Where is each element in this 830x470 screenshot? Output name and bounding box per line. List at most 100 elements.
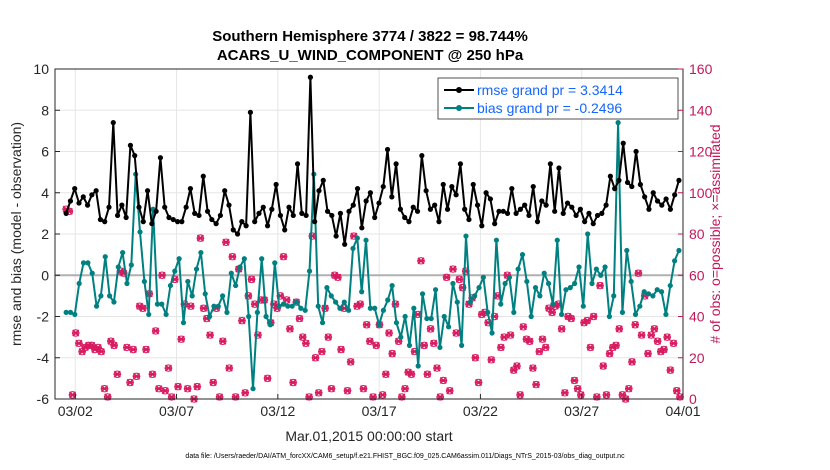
- obs-assimilated-point: [586, 343, 595, 352]
- rmse-point: [449, 183, 455, 190]
- obs-assimilated-point: [337, 345, 345, 354]
- obs-assimilated-point: [471, 354, 480, 362]
- legend-bias-label: bias grand pr = -0.2496: [477, 100, 622, 116]
- obs-assimilated-point: [407, 370, 416, 378]
- bias-point: [72, 311, 78, 318]
- bias-point: [432, 287, 439, 293]
- bias-point: [428, 315, 434, 322]
- bias-point: [615, 120, 621, 126]
- rmse-point: [577, 206, 583, 212]
- obs-assimilated-point: [298, 333, 307, 341]
- obs-assimilated-point: [666, 366, 675, 374]
- bias-point: [159, 301, 165, 307]
- obs-assimilated-point: [596, 281, 604, 290]
- bias-point: [389, 282, 395, 289]
- obs-assimilated-point: [123, 343, 131, 352]
- left-tick-label: 8: [41, 102, 49, 118]
- obs-assimilated-point: [423, 370, 432, 378]
- rmse-point: [633, 148, 639, 155]
- bias-point: [254, 309, 260, 315]
- obs-assimilated-point: [218, 337, 227, 345]
- obs-assimilated-point: [241, 389, 249, 397]
- obs-assimilated-point: [487, 356, 496, 364]
- rmse-point: [474, 202, 481, 208]
- obs-assimilated-point: [417, 257, 425, 265]
- left-tick-label: 2: [41, 226, 49, 242]
- rmse-point: [440, 181, 446, 188]
- rmse-point: [372, 214, 378, 221]
- rmse-point: [114, 212, 121, 219]
- obs-assimilated-point: [439, 376, 448, 385]
- rmse-point: [663, 196, 669, 202]
- rmse-point: [350, 202, 356, 208]
- bias-point: [233, 282, 239, 289]
- bias-point: [172, 268, 178, 274]
- rmse-point: [307, 74, 314, 80]
- obs-assimilated-point: [561, 389, 569, 397]
- rmse-point: [329, 212, 335, 219]
- bias-point: [333, 299, 339, 305]
- rmse-point: [453, 192, 459, 198]
- rmse-point: [234, 231, 241, 237]
- bias-point: [667, 282, 673, 289]
- bias-point: [272, 260, 278, 266]
- rmse-point: [294, 161, 301, 167]
- bias-point: [441, 313, 447, 320]
- bias-point: [650, 293, 656, 299]
- bias-point: [302, 307, 308, 313]
- bias-point: [111, 299, 117, 305]
- bias-point: [176, 256, 182, 262]
- rmse-point: [556, 165, 562, 171]
- rmse-point: [256, 210, 262, 216]
- rmse-point: [599, 210, 605, 216]
- rmse-point: [106, 204, 112, 210]
- bias-point: [406, 342, 413, 348]
- rmse-point: [509, 186, 515, 192]
- rmse-point: [337, 210, 344, 216]
- bias-point: [328, 293, 334, 299]
- obs-assimilated-point: [378, 391, 387, 399]
- bias-point: [550, 301, 556, 307]
- bias-point: [515, 266, 521, 272]
- obs-assimilated-point: [452, 329, 460, 337]
- rmse-point: [140, 219, 146, 225]
- bias-point: [450, 280, 456, 287]
- rmse-point: [127, 142, 134, 148]
- bias-point: [654, 287, 660, 293]
- bias-point: [585, 231, 591, 237]
- bias-point: [80, 260, 87, 266]
- left-tick-label: -4: [37, 350, 50, 366]
- rmse-point: [324, 208, 331, 214]
- rmse-point: [479, 223, 485, 229]
- bias-point: [76, 280, 82, 287]
- obs-assimilated-point: [209, 378, 218, 387]
- rmse-point: [144, 188, 151, 194]
- obs-assimilated-point: [247, 275, 256, 283]
- bias-point: [485, 309, 491, 315]
- bias-point: [102, 254, 108, 260]
- rmse-point: [513, 210, 519, 216]
- bias-point: [193, 266, 200, 272]
- bias-point: [628, 278, 634, 285]
- bias-point: [189, 293, 195, 299]
- rmse-point: [243, 223, 249, 229]
- obs-assimilated-point: [362, 321, 371, 329]
- right-tick-label: 80: [689, 226, 705, 242]
- obs-assimilated-point: [474, 378, 483, 387]
- bias-point: [263, 313, 269, 320]
- bias-point: [489, 330, 495, 336]
- rmse-point: [624, 179, 631, 186]
- x-tick-label: 04/01: [665, 403, 700, 419]
- obs-assimilated-point: [577, 391, 585, 399]
- right-tick-label: 100: [689, 185, 713, 201]
- rmse-point: [492, 221, 498, 227]
- obs-assimilated-point: [174, 383, 182, 391]
- rmse-point: [342, 241, 348, 247]
- legend-rmse-marker: [456, 87, 462, 93]
- rmse-point: [303, 212, 309, 219]
- obs-assimilated-point: [100, 385, 109, 393]
- bias-point: [645, 291, 652, 297]
- obs-assimilated-point: [193, 383, 202, 391]
- rmse-point: [522, 202, 528, 208]
